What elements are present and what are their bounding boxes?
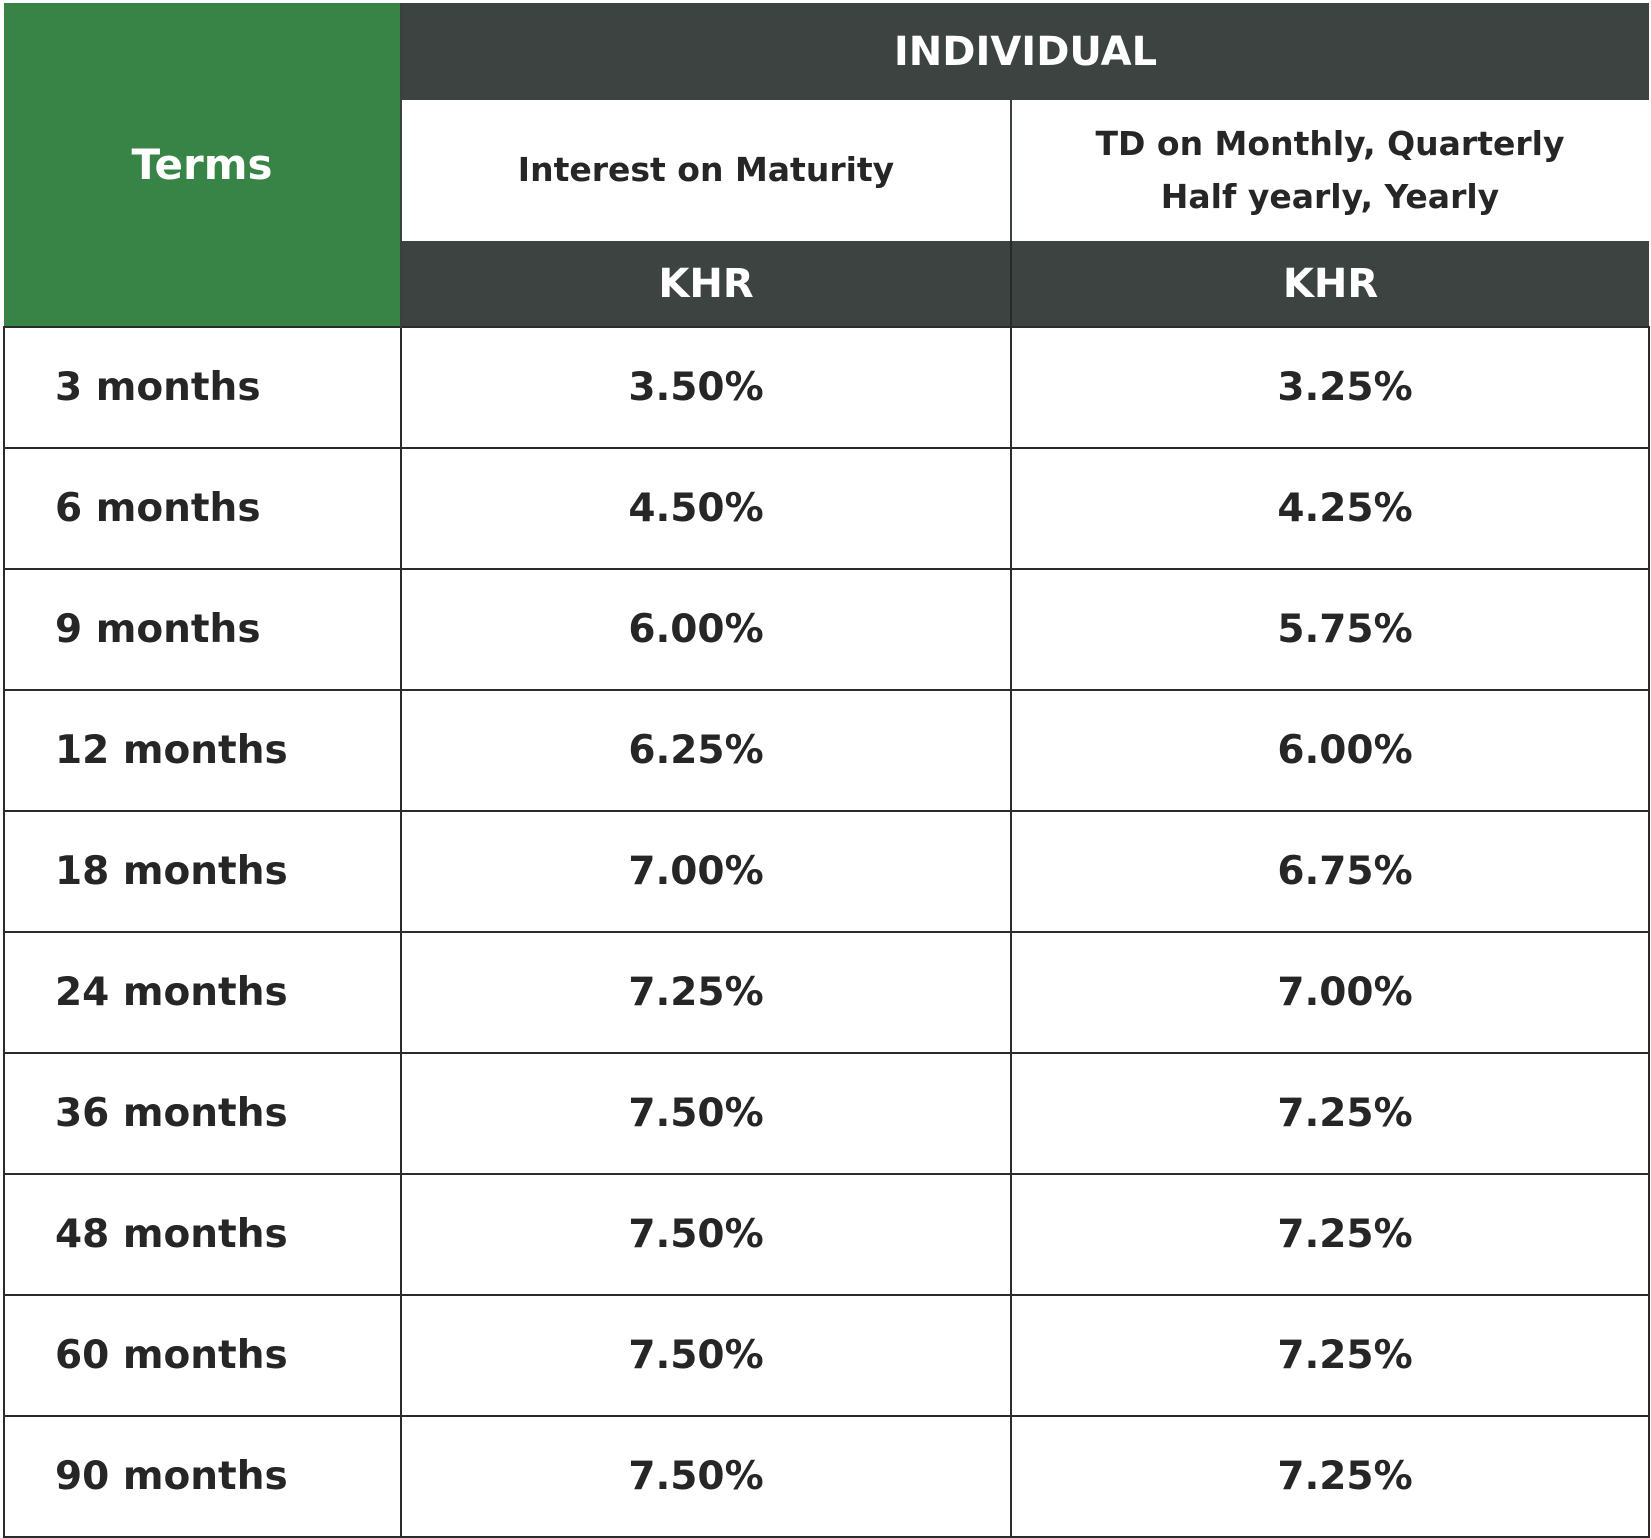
periodic-rate-cell: 4.25% <box>1010 447 1650 570</box>
maturity-rate-cell: 6.25% <box>400 689 1012 812</box>
interest-rate-table: Terms INDIVIDUAL Interest on Maturity TD… <box>3 3 1650 1538</box>
individual-group-header: INDIVIDUAL <box>401 3 1649 100</box>
table-row: 24 months 7.25% 7.00% <box>3 931 1650 1054</box>
maturity-rate-cell: 3.50% <box>400 326 1012 449</box>
table-row: 9 months 6.00% 5.75% <box>3 568 1650 691</box>
maturity-rate-cell: 7.00% <box>400 810 1012 933</box>
table-row: 60 months 7.50% 7.25% <box>3 1294 1650 1417</box>
term-cell: 36 months <box>3 1052 402 1175</box>
term-cell: 9 months <box>3 568 402 691</box>
term-cell: 12 months <box>3 689 402 812</box>
td-periodic-label-line2: Half yearly, Yearly <box>1160 176 1500 216</box>
table-body: 3 months 3.50% 3.25% 6 months 4.50% 4.25… <box>3 326 1650 1538</box>
table-header: Terms INDIVIDUAL Interest on Maturity TD… <box>4 3 1650 327</box>
table-row: 48 months 7.50% 7.25% <box>3 1173 1650 1296</box>
currency-header-maturity: KHR <box>401 241 1012 327</box>
maturity-rate-cell: 7.50% <box>400 1173 1012 1296</box>
maturity-rate-cell: 6.00% <box>400 568 1012 691</box>
table-row: 36 months 7.50% 7.25% <box>3 1052 1650 1175</box>
periodic-rate-cell: 7.00% <box>1010 931 1650 1054</box>
td-periodic-label-line1: TD on Monthly, Quarterly <box>1095 123 1565 163</box>
table-row: 12 months 6.25% 6.00% <box>3 689 1650 812</box>
periodic-rate-cell: 3.25% <box>1010 326 1650 449</box>
table-row: 6 months 4.50% 4.25% <box>3 447 1650 570</box>
td-periodic-header: TD on Monthly, Quarterly Half yearly, Ye… <box>1011 100 1650 241</box>
term-cell: 3 months <box>3 326 402 449</box>
interest-on-maturity-label: Interest on Maturity <box>517 150 895 190</box>
table-row: 18 months 7.00% 6.75% <box>3 810 1650 933</box>
periodic-rate-cell: 7.25% <box>1010 1415 1650 1538</box>
term-cell: 24 months <box>3 931 402 1054</box>
periodic-rate-cell: 6.00% <box>1010 689 1650 812</box>
maturity-rate-cell: 4.50% <box>400 447 1012 570</box>
interest-on-maturity-header: Interest on Maturity <box>401 100 1012 241</box>
currency-header-periodic: KHR <box>1011 241 1649 327</box>
periodic-rate-cell: 7.25% <box>1010 1294 1650 1417</box>
term-cell: 6 months <box>3 447 402 570</box>
terms-header: Terms <box>4 3 402 327</box>
term-cell: 60 months <box>3 1294 402 1417</box>
term-cell: 48 months <box>3 1173 402 1296</box>
table-row: 3 months 3.50% 3.25% <box>3 326 1650 449</box>
term-cell: 18 months <box>3 810 402 933</box>
table-row: 90 months 7.50% 7.25% <box>3 1415 1650 1538</box>
periodic-rate-cell: 6.75% <box>1010 810 1650 933</box>
term-cell: 90 months <box>3 1415 402 1538</box>
maturity-rate-cell: 7.50% <box>400 1294 1012 1417</box>
maturity-rate-cell: 7.50% <box>400 1052 1012 1175</box>
periodic-rate-cell: 7.25% <box>1010 1173 1650 1296</box>
maturity-rate-cell: 7.25% <box>400 931 1012 1054</box>
periodic-rate-cell: 5.75% <box>1010 568 1650 691</box>
maturity-rate-cell: 7.50% <box>400 1415 1012 1538</box>
periodic-rate-cell: 7.25% <box>1010 1052 1650 1175</box>
